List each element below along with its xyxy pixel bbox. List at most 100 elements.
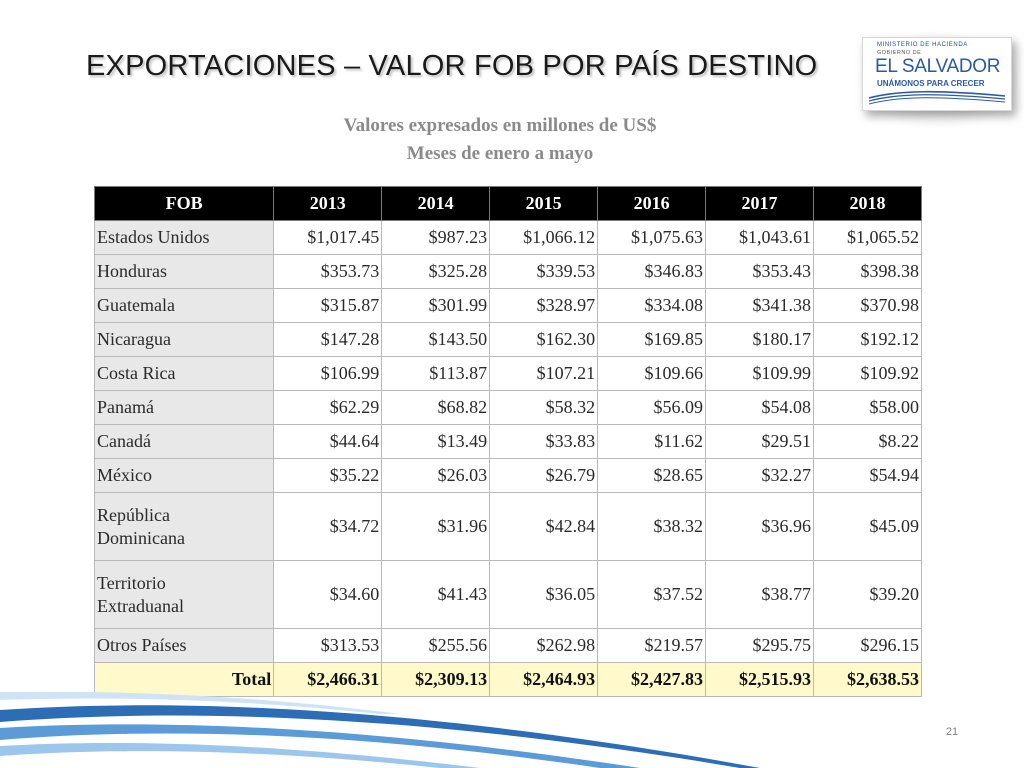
column-header: 2013 [273,186,383,221]
column-header: 2018 [813,186,922,221]
value-cell: $8.22 [813,424,922,459]
country-line: Dominicana [97,527,185,548]
subtitle-units: Valores expresados en millones de US$ [343,115,657,136]
decorative-blue-wave [0,692,760,768]
value-cell: $353.73 [273,254,383,289]
value-cell: $44.64 [273,424,383,459]
country-cell: Costa Rica [93,356,275,391]
value-cell: $398.38 [813,254,922,289]
value-cell: $36.05 [489,560,599,629]
value-cell: $56.09 [597,390,707,425]
logo-ministry-text: MINISTERIO DE HACIENDA [877,42,968,48]
country-cell: Guatemala [93,288,275,323]
slide-title: EXPORTACIONES – VALOR FOB POR PAÍS DESTI… [86,50,818,82]
table-row: Costa Rica $106.99 $113.87 $107.21 $109.… [93,356,922,391]
table-row: Honduras $353.73 $325.28 $339.53 $346.83… [93,254,922,289]
column-header: FOB [93,186,275,221]
value-cell: $255.56 [381,628,491,663]
value-cell: $180.17 [705,322,814,357]
value-cell: $262.98 [489,628,599,663]
value-cell: $26.79 [489,458,599,493]
column-header: 2017 [705,186,814,221]
country-cell: Honduras [93,254,275,289]
value-cell: $34.60 [273,560,383,629]
table-row: Canadá $44.64 $13.49 $33.83 $11.62 $29.5… [93,424,922,459]
value-cell: $162.30 [489,322,599,357]
value-cell: $31.96 [381,492,491,561]
column-header: 2016 [597,186,707,221]
value-cell: $315.87 [273,288,383,323]
country-cell: Nicaragua [93,322,275,357]
value-cell: $328.97 [489,288,599,323]
column-header: 2014 [381,186,491,221]
value-cell: $334.08 [597,288,707,323]
value-cell: $42.84 [489,492,599,561]
subtitle-period: Meses de enero a mayo [406,143,594,164]
value-cell: $35.22 [273,458,383,493]
country-cell: Panamá [93,390,275,425]
total-value-cell: $2,464.93 [489,662,599,697]
value-cell: $339.53 [489,254,599,289]
country-cell: México [93,458,275,493]
country-line: Extraduanal [97,595,184,616]
value-cell: $37.52 [597,560,707,629]
value-cell: $54.08 [705,390,814,425]
value-cell: $107.21 [489,356,599,391]
value-cell: $192.12 [813,322,922,357]
value-cell: $68.82 [381,390,491,425]
total-value-cell: $2,638.53 [813,662,922,697]
value-cell: $29.51 [705,424,814,459]
value-cell: $169.85 [597,322,707,357]
value-cell: $34.72 [273,492,383,561]
table-row: México $35.22 $26.03 $26.79 $28.65 $32.2… [93,458,922,493]
page-number: 21 [945,726,959,738]
value-cell: $54.94 [813,458,922,493]
el-salvador-logo: MINISTERIO DE HACIENDA GOBIERNO DE EL SA… [862,37,1012,111]
logo-wave-icon [869,90,1005,105]
country-cell: Canadá [93,424,275,459]
country-cell: Territorio Extraduanal [93,560,275,629]
value-cell: $41.43 [381,560,491,629]
table-header-row: FOB 2013 2014 2015 2016 2017 2018 [93,186,922,221]
value-cell: $1,043.61 [705,220,814,255]
value-cell: $109.99 [705,356,814,391]
value-cell: $11.62 [597,424,707,459]
total-value-cell: $2,309.13 [381,662,491,697]
value-cell: $38.32 [597,492,707,561]
table-row: Estados Unidos $1,017.45 $987.23 $1,066.… [93,220,922,255]
table-row: Panamá $62.29 $68.82 $58.32 $56.09 $54.0… [93,390,922,425]
logo-slogan-text: UNÁMONOS PARA CRECER [877,79,985,88]
country-cell: República Dominicana [93,492,275,561]
table-row: República Dominicana $34.72 $31.96 $42.84… [93,492,922,561]
value-cell: $301.99 [381,288,491,323]
total-value-cell: $2,515.93 [705,662,814,697]
value-cell: $325.28 [381,254,491,289]
value-cell: $1,066.12 [489,220,599,255]
value-cell: $39.20 [813,560,922,629]
table-row: Guatemala $315.87 $301.99 $328.97 $334.0… [93,288,922,323]
country-line: República [97,504,170,525]
value-cell: $36.96 [705,492,814,561]
value-cell: $147.28 [273,322,383,357]
value-cell: $143.50 [381,322,491,357]
value-cell: $341.38 [705,288,814,323]
total-value-cell: $2,427.83 [597,662,707,697]
table-row: Territorio Extraduanal $34.60 $41.43 $36.… [93,560,922,629]
logo-gob-text: GOBIERNO DE [877,50,922,56]
value-cell: $353.43 [705,254,814,289]
total-value-cell: $2,466.31 [273,662,383,697]
value-cell: $58.00 [813,390,922,425]
country-cell: Estados Unidos [93,220,275,255]
value-cell: $33.83 [489,424,599,459]
value-cell: $113.87 [381,356,491,391]
value-cell: $38.77 [705,560,814,629]
value-cell: $296.15 [813,628,922,663]
value-cell: $346.83 [597,254,707,289]
logo-main-text: EL SALVADOR [875,56,1001,77]
value-cell: $32.27 [705,458,814,493]
value-cell: $109.92 [813,356,922,391]
value-cell: $62.29 [273,390,383,425]
value-cell: $26.03 [381,458,491,493]
total-row: Total $2,466.31 $2,309.13 $2,464.93 $2,4… [93,662,922,697]
value-cell: $1,065.52 [813,220,922,255]
